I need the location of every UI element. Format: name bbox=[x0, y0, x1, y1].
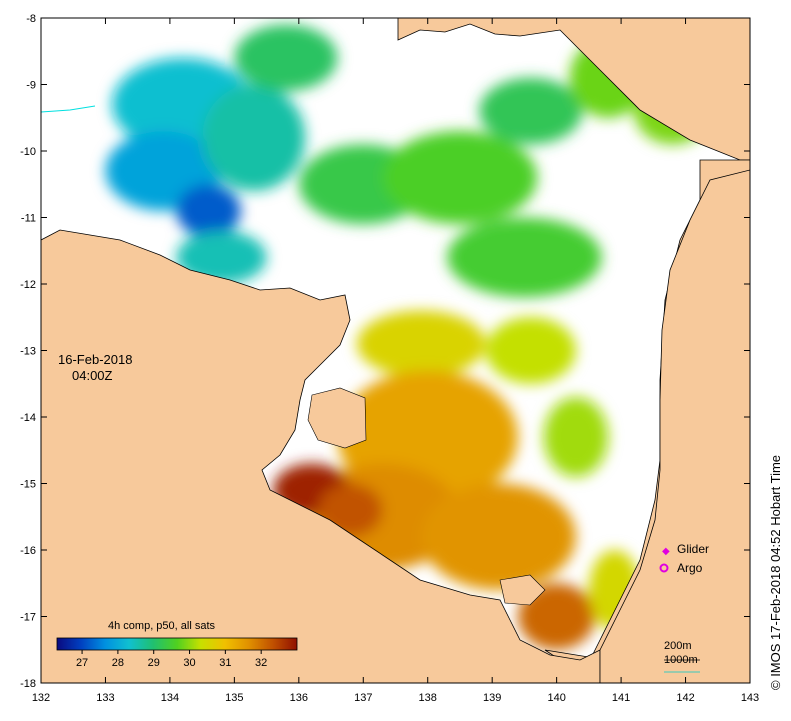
sst-patch bbox=[176, 230, 267, 284]
lon-tick-label: 133 bbox=[96, 692, 114, 704]
lon-tick-label: 138 bbox=[419, 692, 437, 704]
argo-legend-label: Argo bbox=[677, 561, 703, 575]
lon-tick-label: 136 bbox=[290, 692, 308, 704]
lat-tick-label: -16 bbox=[20, 545, 36, 557]
groote-island bbox=[307, 387, 367, 449]
time-label: 04:00Z bbox=[72, 368, 113, 383]
colorbar-title: 4h comp, p50, all sats bbox=[108, 620, 216, 632]
contour-1000-label: 1000m bbox=[664, 654, 698, 666]
lat-tick-label: -10 bbox=[20, 146, 36, 158]
lon-tick-label: 132 bbox=[32, 692, 50, 704]
sst-patch bbox=[447, 217, 602, 298]
lon-tick-label: 134 bbox=[161, 692, 179, 704]
glider-marker-icon: ◆ bbox=[662, 546, 670, 557]
colorbar-gradient bbox=[56, 637, 298, 651]
sst-patch bbox=[479, 77, 583, 145]
lon-tick-label: 140 bbox=[547, 692, 565, 704]
sst-patch bbox=[517, 583, 596, 650]
lon-tick-label: 142 bbox=[676, 692, 694, 704]
arnhem-land bbox=[41, 229, 601, 683]
colorbar: 27 28 29 30 31 32 bbox=[56, 637, 298, 669]
glider-legend-label: Glider bbox=[677, 542, 710, 556]
lat-tick-label: -18 bbox=[20, 678, 36, 690]
credit-text: © IMOS 17-Feb-2018 04:52 Hobart Time bbox=[768, 454, 783, 690]
mornington-island bbox=[499, 574, 546, 606]
sst-patch bbox=[543, 397, 609, 477]
colorbar-ticks: 27 28 29 30 31 32 bbox=[76, 650, 267, 669]
colorbar-tick-label: 30 bbox=[183, 657, 195, 669]
gulf-south-coast bbox=[599, 169, 750, 683]
sst-patch bbox=[382, 131, 538, 225]
lon-tick-label: 135 bbox=[225, 692, 243, 704]
sst-patch bbox=[202, 84, 306, 191]
lat-tick-label: -17 bbox=[20, 612, 36, 624]
lat-tick-label: -13 bbox=[20, 346, 36, 358]
lon-tick-label: 139 bbox=[483, 692, 501, 704]
sst-patch bbox=[356, 310, 486, 378]
sst-patch bbox=[176, 184, 241, 238]
sst-patch bbox=[485, 317, 576, 384]
lat-tick-label: -15 bbox=[20, 479, 36, 491]
lon-tick-label: 141 bbox=[612, 692, 630, 704]
colorbar-tick-label: 27 bbox=[76, 657, 88, 669]
lat-ticks: -8 -9 -10 -11 -12 -13 -14 -15 -16 -17 -18 bbox=[20, 13, 750, 690]
argo-marker-icon bbox=[659, 563, 669, 573]
sst-patch bbox=[234, 24, 338, 92]
lat-tick-label: -8 bbox=[26, 13, 36, 25]
top-left-coast bbox=[41, 105, 96, 113]
lat-tick-label: -12 bbox=[20, 279, 36, 291]
colorbar-tick-label: 28 bbox=[112, 657, 124, 669]
colorbar-tick-label: 32 bbox=[255, 657, 267, 669]
lon-ticks: 132 133 134 135 136 137 138 139 140 141 142 143 bbox=[32, 18, 759, 704]
lat-tick-label: -14 bbox=[20, 412, 36, 424]
lon-tick-label: 143 bbox=[741, 692, 759, 704]
colorbar-tick-label: 31 bbox=[219, 657, 231, 669]
lat-tick-label: -11 bbox=[21, 213, 36, 225]
colorbar-tick-label: 29 bbox=[148, 657, 160, 669]
lat-tick-label: -9 bbox=[26, 80, 36, 92]
sst-patch bbox=[421, 483, 576, 590]
sst-layer bbox=[105, 24, 712, 650]
contour-200-label: 200m bbox=[664, 640, 692, 652]
date-label: 16-Feb-2018 bbox=[58, 352, 133, 367]
lon-tick-label: 137 bbox=[354, 692, 372, 704]
